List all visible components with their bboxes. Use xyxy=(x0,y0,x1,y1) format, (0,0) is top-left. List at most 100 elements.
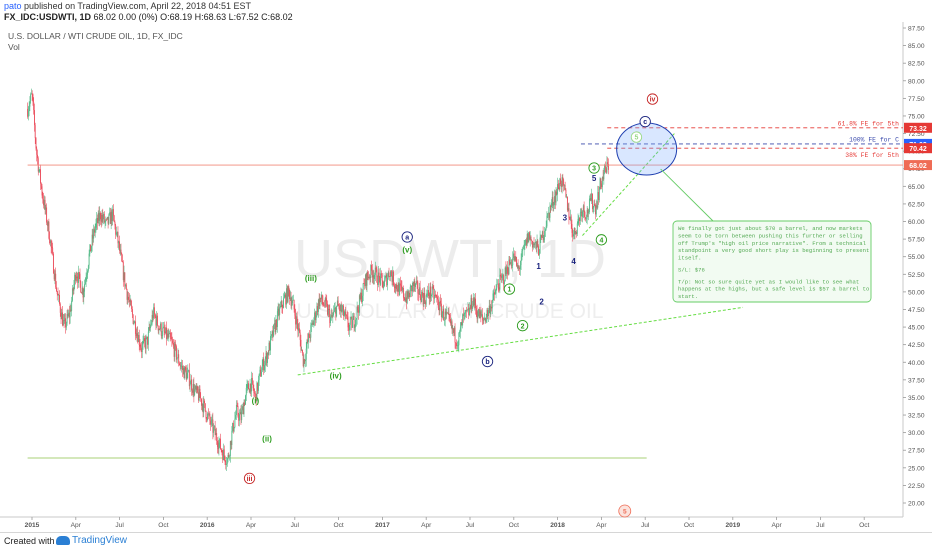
price-chart[interactable]: U.S. DOLLAR / WTI CRUDE OIL, 1D, FX_IDCV… xyxy=(0,22,932,532)
candle-body xyxy=(438,307,440,311)
candle-body xyxy=(36,148,38,155)
trendline[interactable] xyxy=(297,306,744,376)
wave-label-circle xyxy=(503,283,516,295)
candle-body xyxy=(48,221,50,239)
annotation-box[interactable] xyxy=(672,220,872,303)
candle-body xyxy=(452,328,454,330)
candle-body xyxy=(59,294,60,304)
candle-body xyxy=(387,277,388,286)
candle-body xyxy=(321,294,323,303)
candle-body xyxy=(204,403,206,411)
candle-body xyxy=(50,240,52,247)
time-tick-label: Jul xyxy=(115,522,124,529)
candle-body xyxy=(62,320,64,326)
candle-body xyxy=(137,333,139,343)
candle-body xyxy=(30,93,32,95)
candle-body xyxy=(475,298,476,309)
candle-body xyxy=(383,280,385,287)
candle-body xyxy=(457,345,459,346)
candle-body xyxy=(604,165,606,169)
candle-body xyxy=(111,211,113,221)
candle-body xyxy=(435,295,437,297)
candle-body xyxy=(479,311,481,319)
candle-body xyxy=(119,249,121,251)
candle-body xyxy=(335,307,337,317)
candle-body xyxy=(281,301,283,308)
candle-body xyxy=(105,218,107,222)
candle-body xyxy=(296,316,298,324)
candle-body xyxy=(117,231,119,244)
candle-body xyxy=(172,340,174,344)
candle-body xyxy=(416,281,418,283)
candle-body xyxy=(568,208,570,219)
time-tick-label: Apr xyxy=(246,522,257,529)
candle-body xyxy=(184,366,186,379)
candle-body xyxy=(358,310,360,313)
candle-body xyxy=(350,317,352,319)
candle-body xyxy=(218,442,220,450)
author-link[interactable]: pato xyxy=(4,1,22,11)
candle-body xyxy=(607,162,609,165)
price-tick-label: 80.00 xyxy=(908,78,925,85)
candle-body xyxy=(261,365,263,372)
candle-body xyxy=(294,309,296,316)
time-tick-label: Jul xyxy=(291,522,300,529)
time-tick-label: Jul xyxy=(816,522,825,529)
event-marker[interactable] xyxy=(618,504,632,518)
candle-body xyxy=(496,284,498,289)
time-tick-label: Apr xyxy=(421,522,432,529)
candle-body xyxy=(108,214,110,224)
candle-body xyxy=(242,406,243,411)
candle-body xyxy=(246,384,248,388)
candle-body xyxy=(254,392,256,394)
candle-body xyxy=(220,449,222,451)
candle-body xyxy=(395,284,397,289)
candle-body xyxy=(456,345,458,347)
candle-body xyxy=(431,294,432,297)
candle-body xyxy=(389,276,391,278)
candle-body xyxy=(357,306,359,311)
candle-body xyxy=(413,281,415,286)
tradingview-brand[interactable]: TradingView xyxy=(56,535,127,546)
candle-body xyxy=(572,232,574,237)
candle-body xyxy=(423,293,425,305)
candle-body xyxy=(254,393,256,395)
candle-body xyxy=(73,283,75,291)
candle-body xyxy=(189,384,191,387)
candle-body xyxy=(450,319,451,324)
trendline[interactable] xyxy=(582,133,675,236)
candle-body xyxy=(412,282,414,286)
time-tick-label: Jul xyxy=(641,522,650,529)
candle-body xyxy=(224,456,226,463)
wave-label: b xyxy=(485,359,489,366)
candle-body xyxy=(289,297,291,300)
candle-body xyxy=(58,294,60,296)
price-tick-label: 27.50 xyxy=(908,448,925,455)
candle-body xyxy=(459,327,461,332)
candle-body xyxy=(97,217,98,224)
target-zone-ellipse[interactable] xyxy=(616,122,678,176)
candle-body xyxy=(528,232,530,243)
price-tick-label: 32.50 xyxy=(908,413,925,420)
candle-body xyxy=(273,324,275,337)
candle-body xyxy=(32,94,34,103)
candle-body xyxy=(557,184,559,188)
candle-body xyxy=(590,198,592,201)
candle-body xyxy=(557,184,558,195)
candle-body xyxy=(456,343,458,347)
candle-body xyxy=(461,322,463,326)
candle-body xyxy=(534,243,536,245)
candle-body xyxy=(167,333,169,338)
candle-body xyxy=(535,241,536,244)
candle-body xyxy=(500,276,502,278)
candle-body xyxy=(90,244,92,252)
candle-body xyxy=(106,218,108,220)
candle-body xyxy=(392,271,394,282)
candle-body xyxy=(408,292,410,298)
candle-body xyxy=(125,284,127,287)
candle-body xyxy=(295,315,297,325)
candle-body xyxy=(97,212,99,224)
candle-body xyxy=(323,303,325,306)
candle-body xyxy=(326,301,328,304)
candle-body xyxy=(170,337,172,340)
